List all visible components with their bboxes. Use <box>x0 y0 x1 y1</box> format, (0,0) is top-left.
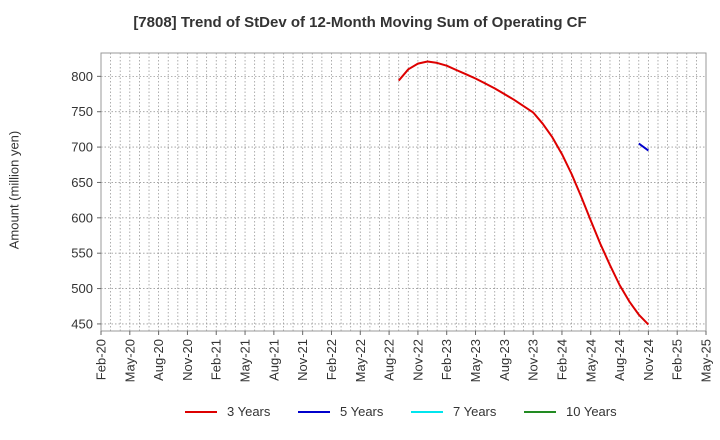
legend-swatch <box>298 410 330 413</box>
legend: 3 Years 5 Years 7 Years 10 Years <box>0 404 720 426</box>
x-tick-label: May-24 <box>583 339 598 382</box>
legend-label: 5 Years <box>340 404 384 419</box>
x-tick-label: May-22 <box>353 339 368 382</box>
x-axis: Feb-20 May-20 Aug-20 Nov-20 Feb-21 May-21 Aug-… <box>94 331 714 382</box>
legend-swatch <box>524 410 556 413</box>
y-tick-label: 700 <box>71 140 93 155</box>
legend-swatch <box>185 410 217 413</box>
x-tick-label: Nov-21 <box>295 339 310 381</box>
x-tick-label: May-25 <box>699 339 714 382</box>
series-line-5-years <box>638 142 649 152</box>
x-tick-label: Feb-20 <box>94 339 109 380</box>
x-tick-label: Nov-22 <box>410 339 425 381</box>
legend-label: 10 Years <box>566 404 617 419</box>
legend-item: 7 Years <box>411 404 496 419</box>
x-tick-label: Nov-23 <box>526 339 541 381</box>
x-tick-label: Aug-22 <box>382 339 397 381</box>
x-tick-label: Feb-23 <box>439 339 454 380</box>
x-tick-label: Feb-22 <box>324 339 339 380</box>
chart-title: [7808] Trend of StDev of 12-Month Moving… <box>133 14 587 31</box>
x-tick-label: Aug-21 <box>266 339 281 381</box>
y-tick-label: 550 <box>71 246 93 261</box>
legend-item: 3 Years <box>185 404 270 419</box>
legend-label: 3 Years <box>227 404 271 419</box>
legend-item: 10 Years <box>524 404 617 419</box>
x-tick-label: Nov-20 <box>180 339 195 381</box>
y-axis: 450 500 550 600 650 700 750 800 <box>71 69 101 331</box>
series-line-3-years <box>397 60 650 326</box>
x-tick-label: Aug-24 <box>612 339 627 381</box>
x-tick-label: Feb-21 <box>209 339 224 380</box>
y-tick-label: 750 <box>71 104 93 119</box>
y-tick-label: 600 <box>71 210 93 225</box>
y-tick-label: 800 <box>71 69 93 84</box>
grid-lines <box>101 53 706 331</box>
series-lines <box>397 60 650 326</box>
x-tick-label: May-23 <box>468 339 483 382</box>
x-tick-label: Feb-24 <box>554 339 569 380</box>
x-tick-label: Aug-20 <box>151 339 166 381</box>
x-tick-label: Feb-25 <box>670 339 685 380</box>
y-tick-label: 450 <box>71 316 93 331</box>
x-tick-label: May-21 <box>238 339 253 382</box>
legend-swatch <box>411 410 443 413</box>
y-tick-label: 650 <box>71 175 93 190</box>
x-tick-label: Nov-24 <box>641 339 656 381</box>
x-tick-label: May-20 <box>122 339 137 382</box>
legend-label: 7 Years <box>453 404 497 419</box>
y-tick-label: 500 <box>71 281 93 296</box>
plot-frame <box>100 52 707 332</box>
legend-item: 5 Years <box>298 404 383 419</box>
x-tick-label: Aug-23 <box>497 339 512 381</box>
